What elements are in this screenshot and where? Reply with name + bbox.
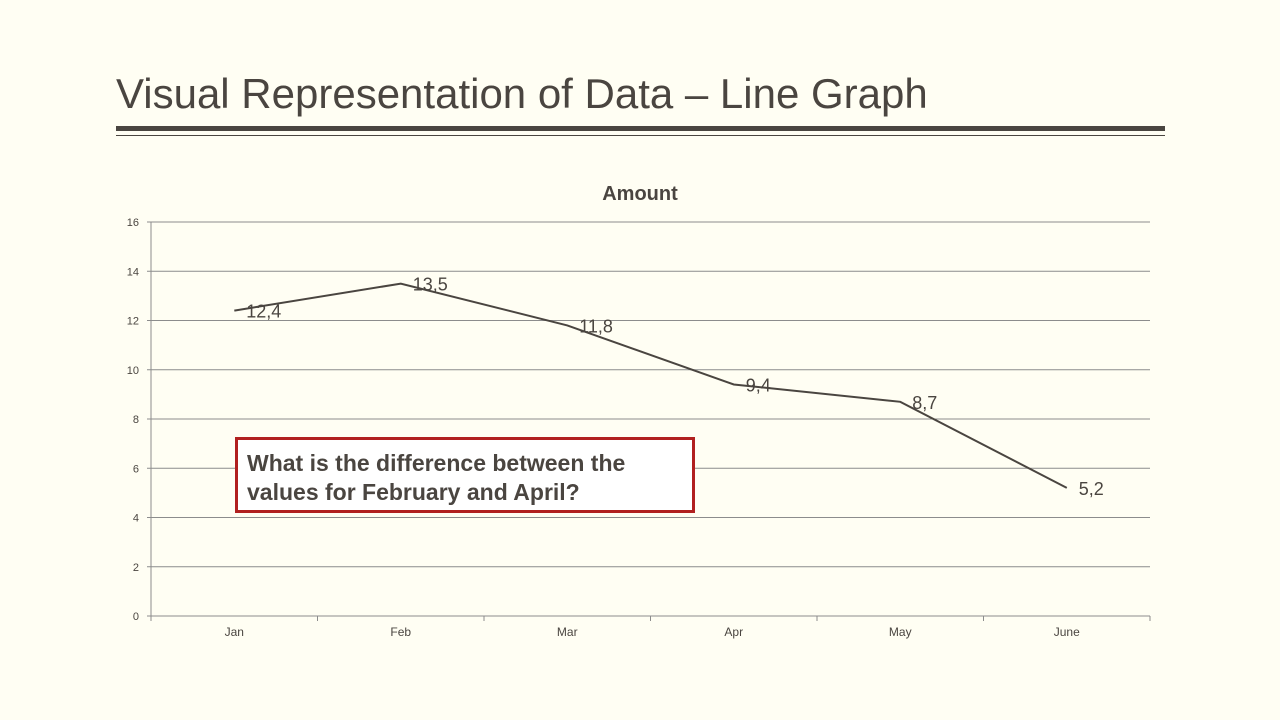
- y-tick-label: 12: [127, 316, 139, 328]
- x-tick-label: Feb: [390, 625, 411, 639]
- x-tick-label: Apr: [724, 625, 743, 639]
- data-label: 12,4: [246, 302, 281, 322]
- y-tick-label: 14: [127, 266, 139, 278]
- x-tick-label: Jan: [225, 625, 244, 639]
- y-tick-labels: 0 2 4 6 8 10 12 14 16: [127, 217, 139, 623]
- data-label: 13,5: [413, 275, 448, 295]
- y-tick-label: 4: [133, 513, 139, 525]
- gridlines: [147, 221, 1150, 617]
- y-tick-label: 10: [127, 365, 139, 377]
- y-tick-label: 2: [133, 562, 139, 574]
- x-tick-label: Mar: [557, 625, 578, 639]
- question-text: What is the difference between the value…: [247, 450, 626, 505]
- y-tick-label: 8: [133, 414, 139, 426]
- data-labels: 12,4 13,5 11,8 9,4 8,7 5,2: [246, 275, 1104, 499]
- data-label: 9,4: [746, 376, 771, 396]
- x-tick-labels: Jan Feb Mar Apr May June: [225, 625, 1081, 639]
- data-label: 5,2: [1079, 479, 1104, 499]
- chart-title: Amount: [602, 183, 678, 205]
- axes: [150, 222, 1151, 621]
- data-label: 11,8: [579, 316, 613, 336]
- title-rule-thick: [116, 126, 1165, 131]
- title-rule-thin: [116, 135, 1165, 136]
- question-callout: What is the difference between the value…: [235, 437, 695, 513]
- series-line: [234, 282, 1068, 489]
- data-label: 8,7: [912, 393, 937, 413]
- y-tick-label: 6: [133, 463, 139, 475]
- x-tick-label: May: [889, 625, 912, 639]
- slide-title: Visual Representation of Data – Line Gra…: [116, 70, 928, 117]
- series-amount: [234, 282, 1068, 489]
- y-tick-label: 0: [133, 611, 139, 623]
- y-tick-label: 16: [127, 217, 139, 229]
- x-tick-label: June: [1054, 625, 1080, 639]
